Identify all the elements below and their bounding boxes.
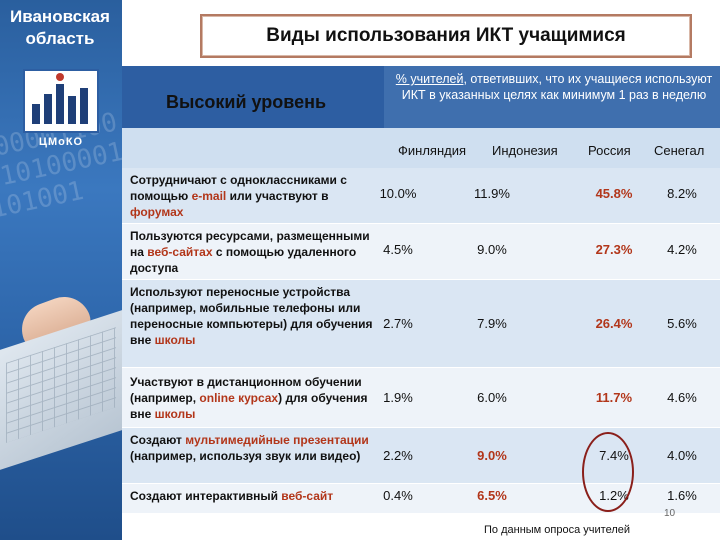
value-cell-Финляндия: 4.5% [383, 242, 413, 257]
row-label-highlight: школы [154, 407, 196, 421]
row-label: Используют переносные устройства (наприм… [130, 284, 384, 348]
row-label-text: Создают [130, 433, 186, 447]
row-label-highlight: форумах [130, 205, 184, 219]
slide-title-box: Виды использования ИКТ учащимися [200, 14, 692, 58]
cmoko-logo-icon [23, 69, 99, 133]
survey-note: % учителей, ответивших, что их учащиеся … [390, 71, 718, 103]
row-label-text: (например, используя звук или видео) [130, 449, 361, 463]
value-cell-Финляндия: 10.0% [379, 186, 417, 201]
column-header-finland: Финляндия [398, 143, 467, 158]
value-cell-Сенегал: 8.2% [667, 186, 697, 201]
row-label: Сотрудничают с одноклассниками с помощью… [130, 172, 384, 220]
row-divider [122, 513, 720, 514]
row-divider [122, 279, 720, 280]
value-cell-Россия: 11.7% [595, 390, 633, 405]
row-label-text: Создают интерактивный [130, 489, 282, 503]
column-header-indonesia: Индонезия [492, 143, 558, 158]
highlight-oval [582, 432, 634, 512]
table-row: Используют переносные устройства (наприм… [122, 280, 720, 368]
value-cell-Индонезия: 9.0% [477, 448, 507, 463]
row-divider [122, 223, 720, 224]
value-cell-Индонезия: 11.9% [474, 186, 510, 201]
row-label-highlight: online курсах [199, 391, 279, 405]
value-cell-Индонезия: 6.0% [477, 390, 507, 405]
value-cell-Индонезия: 9.0% [477, 242, 507, 257]
row-label-highlight: e-mail [191, 189, 227, 203]
sidebar-panel: 100000110010101000011101001 Ивановская о… [0, 0, 122, 540]
row-label: Пользуются ресурсами, размещенными на ве… [130, 228, 384, 276]
row-label-highlight: веб-сайтах [147, 245, 213, 259]
row-divider [122, 427, 720, 428]
column-header-row [122, 128, 720, 168]
row-label-highlight: веб-сайт [281, 489, 334, 503]
row-label: Создают мультимедийные презентации (напр… [130, 432, 384, 464]
value-cell-Сенегал: 1.6% [667, 488, 697, 503]
row-label-text: Сотрудничают с одноклассниками с помощью [130, 173, 347, 203]
row-label-text: Участвуют в дистанционном обучении (напр… [130, 375, 362, 405]
table-row: Пользуются ресурсами, размещенными на ве… [122, 224, 720, 280]
row-label: Участвуют в дистанционном обучении (напр… [130, 374, 384, 422]
value-cell-Финляндия: 2.7% [383, 316, 413, 331]
table-row: Сотрудничают с одноклассниками с помощью… [122, 168, 720, 224]
value-cell-Россия: 45.8% [595, 186, 633, 201]
note-text: , ответивших, что их учащиеся используют… [401, 72, 713, 102]
value-cell-Сенегал: 5.6% [667, 316, 697, 331]
row-label-text: Пользуются ресурсами, размещенными на [130, 229, 370, 259]
value-cell-Финляндия: 2.2% [383, 448, 413, 463]
header-band: Высокий уровень % учителей, ответивших, … [122, 66, 720, 128]
value-cell-Индонезия: 7.9% [477, 316, 507, 331]
row-label-text: с помощью удаленного доступа [130, 245, 357, 275]
row-label-text: Используют переносные устройства (наприм… [130, 285, 373, 347]
slide-title: Виды использования ИКТ учащимися [266, 25, 626, 46]
row-divider [122, 367, 720, 368]
source-footnote: По данным опроса учителей [484, 524, 630, 536]
value-cell-Россия: 26.4% [595, 316, 633, 331]
row-label-highlight: школы [154, 333, 196, 347]
value-cell-Сенегал: 4.2% [667, 242, 697, 257]
row-label-text: ) для обучения вне [130, 391, 368, 421]
value-cell-Сенегал: 4.6% [667, 390, 697, 405]
value-cell-Индонезия: 6.5% [477, 488, 507, 503]
value-cell-Финляндия: 0.4% [383, 488, 413, 503]
value-cell-Финляндия: 1.9% [383, 390, 413, 405]
row-divider [122, 483, 720, 484]
logo-text: ЦМоКО [38, 136, 84, 148]
table-row: Участвуют в дистанционном обучении (напр… [122, 368, 720, 428]
value-cell-Сенегал: 4.0% [667, 448, 697, 463]
row-label-highlight: мультимедийные презентации [185, 433, 369, 447]
note-underlined: % учителей [395, 72, 464, 86]
row-label-text: или участвуют в [226, 189, 329, 203]
note-cell [384, 66, 720, 128]
row-label: Создают интерактивный веб-сайт [130, 488, 384, 504]
value-cell-Россия: 27.3% [595, 242, 633, 257]
region-name: Ивановская область [10, 7, 110, 48]
column-header-russia: Россия [588, 143, 631, 158]
level-label: Высокий уровень [166, 92, 327, 112]
column-header-senegal: Сенегал [654, 143, 705, 158]
page-number: 10 [664, 508, 676, 519]
